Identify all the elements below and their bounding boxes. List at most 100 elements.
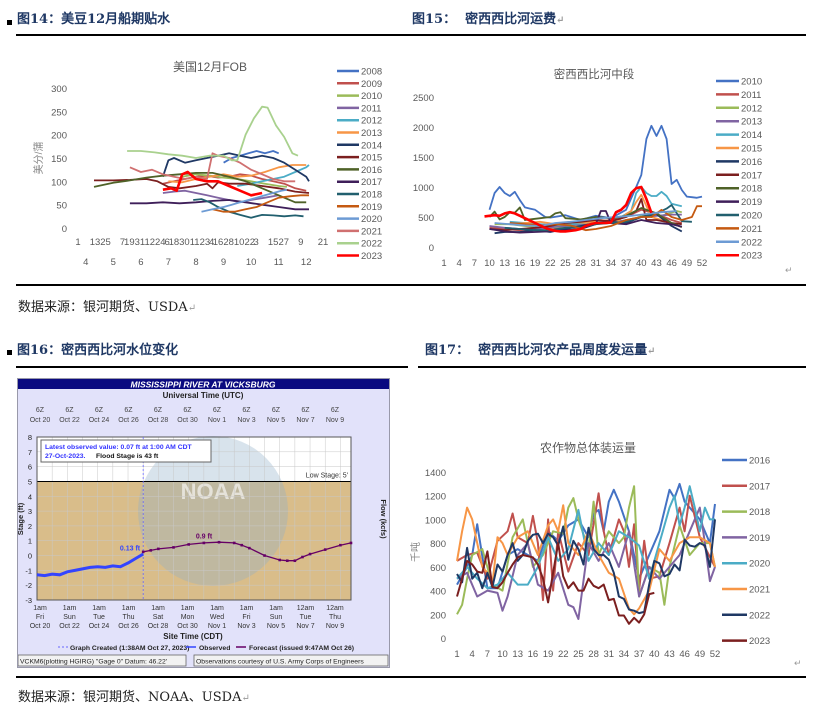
x-tick-label: 13 xyxy=(512,649,523,660)
series-line-2022 xyxy=(456,519,716,615)
y-tick-label: 3 xyxy=(28,507,32,516)
utc-tick-hour: 6Z xyxy=(183,407,192,414)
x-tick-label: 49 xyxy=(695,649,706,660)
footer-left-box xyxy=(17,654,187,667)
x-month-label: 6 xyxy=(138,257,143,268)
utc-tick-date: Nov 1 xyxy=(208,417,226,424)
series-line-2023 xyxy=(162,170,263,197)
legend-label-2016: 2016 xyxy=(361,165,382,176)
figure-16-rule xyxy=(16,366,408,368)
utc-tick-hour: 6Z xyxy=(154,407,163,414)
cdt-tick-time: 1am xyxy=(63,605,77,612)
cdt-tick-time: 1am xyxy=(181,605,195,612)
x-tick-label: 10 xyxy=(484,258,495,269)
utc-tick-date: Oct 30 xyxy=(177,417,198,424)
legend-label-2014: 2014 xyxy=(741,130,762,141)
y-tick-label: 300 xyxy=(51,84,67,95)
y-tick-label: 50 xyxy=(56,201,67,212)
observed-date-text: 27-Oct-2023. xyxy=(45,453,86,460)
cdt-tick-date: Oct 28 xyxy=(148,623,169,630)
y-tick-label: 1000 xyxy=(413,183,434,194)
legend-label-2014: 2014 xyxy=(361,140,382,151)
y-tick-label: 1400 xyxy=(425,468,446,479)
y-tick-label: 5 xyxy=(28,477,32,486)
cdt-tick-weekday: Wed xyxy=(210,614,224,621)
utc-tick-date: Oct 26 xyxy=(118,417,139,424)
return-mark: ↵ xyxy=(794,658,802,668)
legend-label-2021: 2021 xyxy=(361,226,382,237)
legend-label-2013: 2013 xyxy=(741,117,762,128)
data-source-top: 数据来源：银河期货、USDA↵ xyxy=(18,296,196,315)
x-tick-label: 37 xyxy=(621,258,632,269)
utc-tick-hour: 6Z xyxy=(124,407,133,414)
hydrograph-title: MISSISSIPPI RIVER AT VICKSBURG xyxy=(131,380,276,390)
legend-label-2008: 2008 xyxy=(361,67,382,78)
forecast-point xyxy=(187,543,190,546)
noaa-hydrograph: MISSISSIPPI RIVER AT VICKSBURG Universal … xyxy=(16,378,390,668)
figure-15-rule xyxy=(408,34,806,36)
legend-label-2016: 2016 xyxy=(749,456,770,467)
x-tick-label: 43 xyxy=(651,258,662,269)
y-tick-label: -1 xyxy=(25,566,32,575)
chart-us-december-fob: 美国12月FOB 0 50 100 150 200 250 300 美分/蒲 1 1325 7 1931… xyxy=(20,50,410,275)
series-line-2016 xyxy=(456,482,716,590)
legend-label-2020: 2020 xyxy=(361,214,382,225)
utc-tick-hour: 6Z xyxy=(242,407,251,414)
figure-14-rule xyxy=(16,34,408,36)
series-line-2017 xyxy=(129,199,309,211)
legend-label-2022: 2022 xyxy=(361,239,382,250)
chart-3-svg: MISSISSIPPI RIVER AT VICKSBURGUniversal … xyxy=(16,379,389,667)
site-time-label: Site Time (CDT) xyxy=(163,632,223,641)
series-line-2020 xyxy=(201,188,288,213)
series-line-2014 xyxy=(162,152,310,182)
legend-label-2009: 2009 xyxy=(361,79,382,90)
y-tick-label: 600 xyxy=(430,563,446,574)
cdt-tick-date: Oct 22 xyxy=(59,623,80,630)
x-tick-label: 1 xyxy=(454,649,459,660)
y-tick-label: 7 xyxy=(28,448,32,457)
x-tick-label: 19 xyxy=(543,649,554,660)
figure-14-title: 图14：美豆12月船期贴水 xyxy=(17,8,170,27)
noaa-watermark-text: NOAA xyxy=(181,479,246,504)
x-month-label: 12 xyxy=(301,257,312,268)
y-tick-label: 200 xyxy=(51,131,67,142)
figure-17-label: 图17： xyxy=(425,343,470,358)
cdt-tick-time: 1am xyxy=(92,605,106,612)
x-month-label: 9 xyxy=(221,257,226,268)
legend-label-2023: 2023 xyxy=(749,636,770,647)
y-tick-label: 6 xyxy=(28,463,32,472)
forecast-point xyxy=(232,541,236,545)
utc-tick-date: Oct 22 xyxy=(59,417,80,424)
bullet-marker xyxy=(7,20,12,25)
cdt-tick-weekday: Tue xyxy=(93,614,105,621)
return-mark: ↵ xyxy=(785,265,793,275)
figure-16-label: 图16： xyxy=(17,343,62,358)
chart-title: 密西西比河中段 xyxy=(554,67,635,81)
x-month-label: 4 xyxy=(83,257,88,268)
y-tick-label: 800 xyxy=(430,539,446,550)
return-mark: ↵ xyxy=(187,303,197,314)
utc-tick-date: Nov 5 xyxy=(267,417,285,424)
y-tick-label: 250 xyxy=(51,107,67,118)
latest-observed-text: Latest observed value: 0.07 ft at 1:00 A… xyxy=(45,444,193,451)
bullet-marker xyxy=(7,350,12,355)
source-text-top: 数据来源：银河期货、USDA xyxy=(18,300,188,315)
y-tick-label: 2000 xyxy=(413,123,434,134)
x-tick-label: 40 xyxy=(636,258,647,269)
series-line-2018 xyxy=(193,198,304,219)
utc-tick-date: Oct 24 xyxy=(89,417,110,424)
x-tick-label: 9 xyxy=(298,237,303,248)
cdt-tick-time: 1am xyxy=(210,605,224,612)
cdt-tick-time: 12am xyxy=(326,605,344,612)
footer-courtesy-text: Observations courtesy of U.S. Army Corps… xyxy=(196,659,364,666)
cdt-tick-weekday: Fri xyxy=(36,614,45,621)
x-tick-label: 19311224 xyxy=(124,237,166,248)
y-tick-label: 1 xyxy=(28,537,32,546)
x-month-label: 5 xyxy=(111,257,116,268)
cdt-tick-time: 1am xyxy=(269,605,283,612)
forecast-point xyxy=(323,548,327,551)
x-month-label: 8 xyxy=(193,257,198,268)
y-tick-label: 2500 xyxy=(413,93,434,104)
y-tick-label: 2 xyxy=(28,522,32,531)
legend-label-2015: 2015 xyxy=(741,144,762,155)
